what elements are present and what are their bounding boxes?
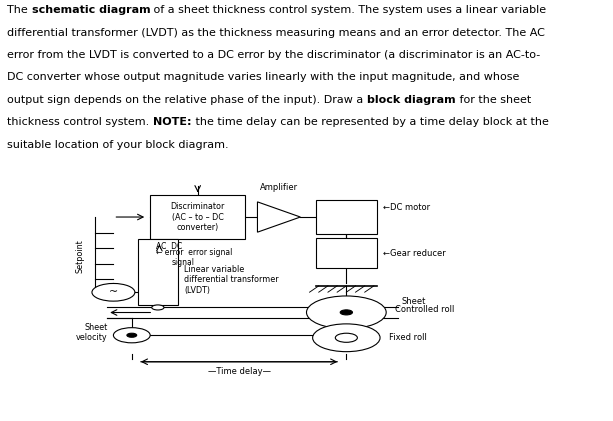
Text: NOTE:: NOTE:	[153, 117, 192, 127]
Text: The: The	[7, 5, 32, 15]
Text: block diagram: block diagram	[367, 95, 455, 105]
Text: ← error  error signal: ← error error signal	[156, 248, 233, 257]
Polygon shape	[257, 202, 300, 232]
Text: the time delay can be represented by a time delay block at the: the time delay can be represented by a t…	[192, 117, 549, 127]
Text: suitable location of your block diagram.: suitable location of your block diagram.	[7, 140, 229, 150]
Circle shape	[127, 333, 137, 337]
Bar	[138, 239, 178, 305]
Text: thickness control system.: thickness control system.	[7, 117, 153, 127]
Text: Sheet
velocity: Sheet velocity	[75, 323, 107, 342]
Text: error from the LVDT is converted to a DC error by the discriminator (a discrimin: error from the LVDT is converted to a DC…	[7, 50, 541, 60]
Text: of a sheet thickness control system. The system uses a linear variable: of a sheet thickness control system. The…	[150, 5, 546, 15]
Bar	[316, 238, 377, 268]
Circle shape	[92, 283, 135, 301]
Text: ~: ~	[109, 287, 118, 297]
Text: signal: signal	[172, 258, 195, 267]
Text: ←DC motor: ←DC motor	[383, 203, 430, 212]
Text: AC  DC: AC DC	[156, 242, 183, 250]
Text: DC converter whose output magnitude varies linearly with the input magnitude, an: DC converter whose output magnitude vari…	[7, 72, 520, 83]
Text: —Time delay—: —Time delay—	[208, 367, 270, 376]
Text: Fixed roll: Fixed roll	[389, 333, 427, 342]
Text: differential transformer (LVDT) as the thickness measuring means and an error de: differential transformer (LVDT) as the t…	[7, 27, 545, 37]
Circle shape	[113, 328, 150, 343]
Text: output sign depends on the relative phase of the input). Draw a: output sign depends on the relative phas…	[7, 95, 367, 105]
Bar	[150, 195, 245, 239]
Text: for the sheet: for the sheet	[455, 95, 531, 105]
Text: Linear variable
differential transformer
(LVDT): Linear variable differential transformer…	[184, 265, 278, 295]
Text: ←Gear reducer: ←Gear reducer	[383, 248, 446, 258]
Text: Discriminator
(AC – to – DC
converter): Discriminator (AC – to – DC converter)	[170, 202, 225, 232]
Text: Setpoint: Setpoint	[75, 239, 84, 273]
Circle shape	[335, 333, 357, 342]
Circle shape	[313, 324, 380, 352]
Text: Sheet: Sheet	[402, 297, 426, 306]
Bar	[316, 200, 377, 234]
Text: Controlled roll: Controlled roll	[395, 305, 455, 314]
Text: schematic diagram: schematic diagram	[32, 5, 150, 15]
Circle shape	[340, 310, 352, 315]
Circle shape	[306, 296, 386, 329]
Text: Amplifier: Amplifier	[260, 183, 298, 192]
Circle shape	[152, 305, 164, 310]
